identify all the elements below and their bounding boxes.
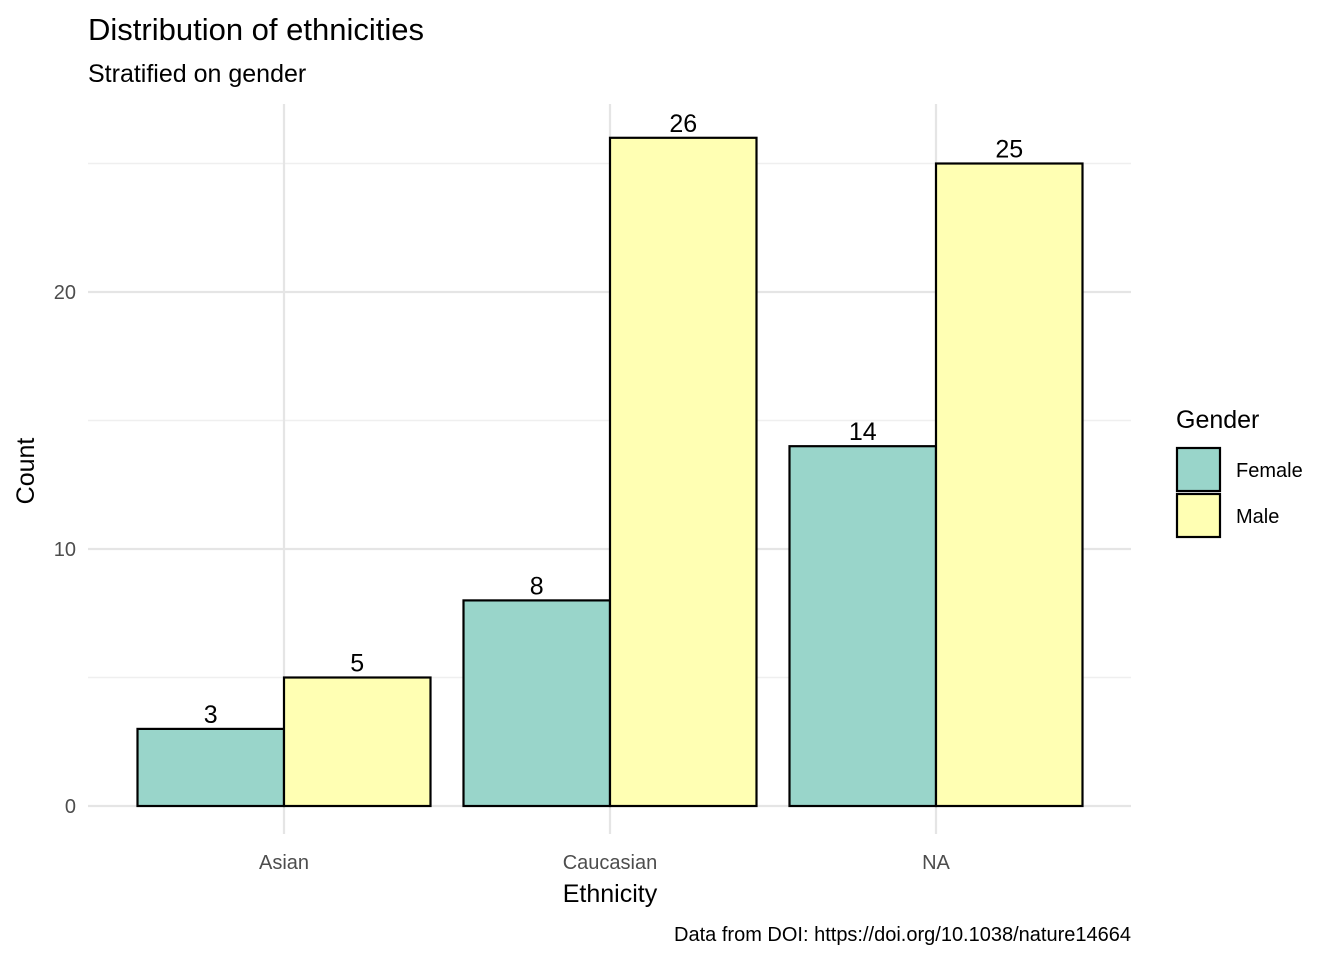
y-tick-label: 10 [54,539,76,561]
bar-female-caucasian [462,599,612,808]
x-axis-ticks: Asian Caucasian NA [259,852,951,874]
bar-female-asian [136,727,286,808]
data-label: 5 [350,650,364,678]
legend: Gender Female Male [1175,406,1303,539]
bar-male-caucasian [608,136,758,808]
data-label: 8 [530,572,544,600]
chart-subtitle: Stratified on gender [88,60,306,88]
legend-label-female: Female [1236,460,1303,482]
bar-male-na [934,162,1084,808]
bars [136,136,1084,808]
chart-title: Distribution of ethnicities [88,12,424,47]
x-tick-label: NA [922,852,950,874]
y-axis-title: Count [12,438,40,505]
x-tick-label: Caucasian [563,852,658,874]
legend-key-female [1175,446,1222,493]
data-label: 26 [669,110,697,138]
data-label: 25 [995,136,1023,164]
data-labels: 3 8 14 5 26 25 [204,110,1023,729]
legend-title: Gender [1176,406,1259,434]
y-tick-label: 20 [54,282,76,304]
data-label: 3 [204,701,218,729]
y-tick-label: 0 [65,796,76,818]
x-tick-label: Asian [259,852,309,874]
data-label: 14 [849,418,877,446]
bar-male-asian [282,676,432,808]
chart-caption: Data from DOI: https://doi.org/10.1038/n… [674,924,1131,946]
legend-key-male [1175,492,1222,539]
legend-label-male: Male [1236,506,1279,528]
bar-female-na [788,445,938,808]
x-axis-title: Ethnicity [563,880,658,908]
y-axis-ticks: 0 10 20 [54,282,76,818]
